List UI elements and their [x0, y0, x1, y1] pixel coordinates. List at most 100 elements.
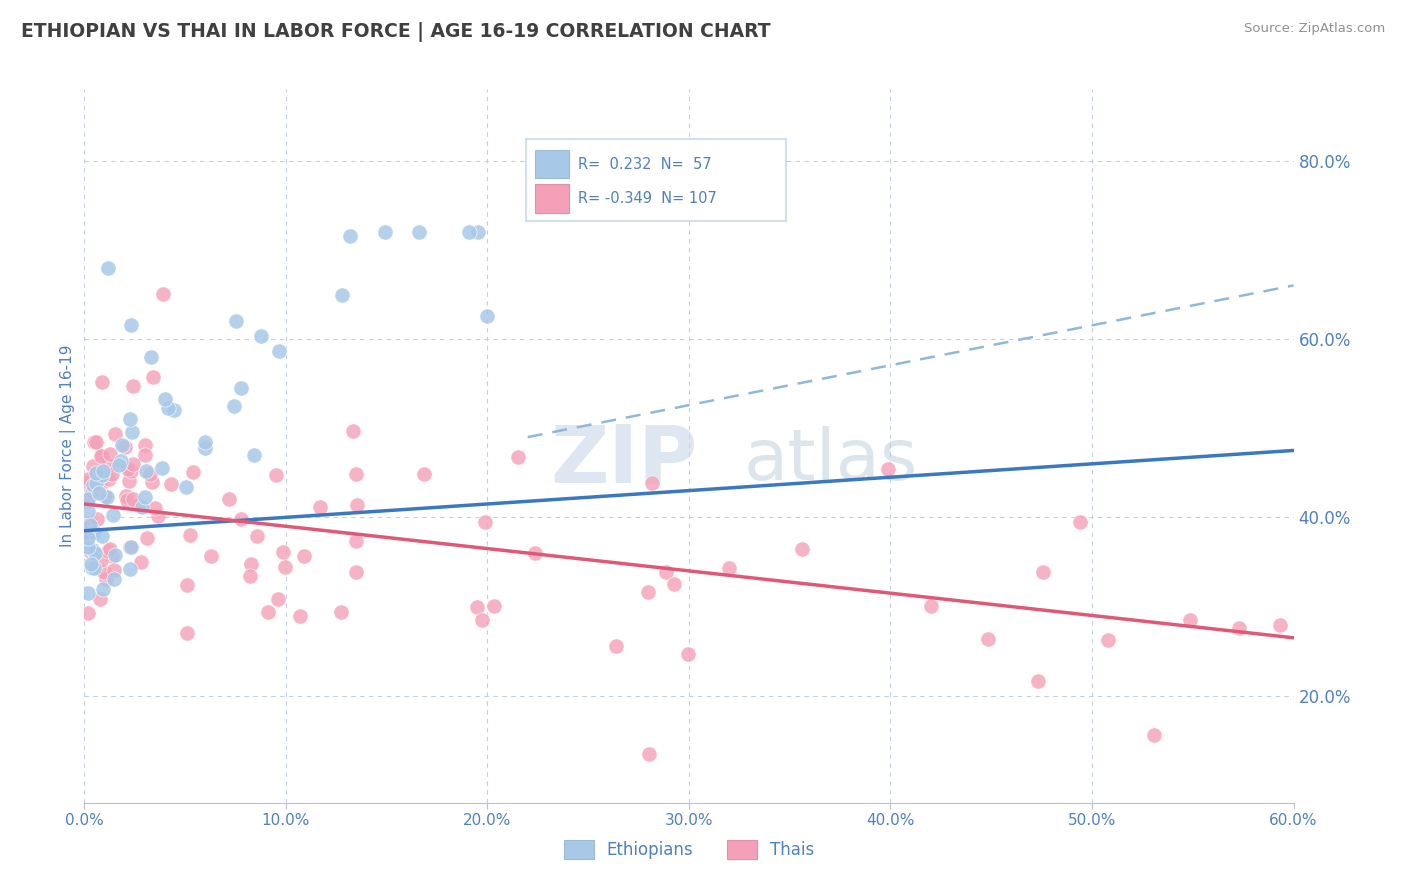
- Point: [90, 529, 112, 543]
- Legend: Ethiopians, Thais: Ethiopians, Thais: [557, 833, 821, 866]
- Text: atlas: atlas: [744, 425, 918, 495]
- Point: [86, 476, 108, 491]
- Point: [330, 287, 353, 301]
- Point: [77, 491, 100, 506]
- Point: [80, 557, 103, 571]
- Point: [292, 549, 315, 563]
- Point: [104, 426, 127, 441]
- Point: [120, 464, 142, 478]
- Point: [200, 549, 222, 563]
- Point: [120, 540, 142, 554]
- FancyBboxPatch shape: [536, 184, 569, 212]
- Point: [143, 501, 166, 516]
- Point: [121, 425, 143, 439]
- Point: [138, 467, 160, 482]
- Point: [1026, 674, 1049, 689]
- Point: [93, 566, 115, 580]
- Point: [267, 591, 290, 606]
- Point: [83, 525, 105, 540]
- Point: [77, 531, 100, 545]
- Point: [77, 525, 100, 540]
- Point: [458, 225, 481, 239]
- Point: [288, 608, 311, 623]
- Point: [344, 533, 367, 548]
- Text: ETHIOPIAN VS THAI IN LABOR FORCE | AGE 16-19 CORRELATION CHART: ETHIOPIAN VS THAI IN LABOR FORCE | AGE 1…: [21, 22, 770, 42]
- Point: [408, 225, 430, 239]
- Point: [477, 309, 499, 323]
- Text: Source: ZipAtlas.com: Source: ZipAtlas.com: [1244, 22, 1385, 36]
- Point: [82, 458, 104, 473]
- Point: [240, 557, 263, 571]
- Text: R=  0.232  N=  57: R= 0.232 N= 57: [578, 157, 711, 171]
- Point: [150, 461, 173, 475]
- Point: [877, 462, 900, 476]
- Point: [90, 469, 112, 483]
- Point: [77, 494, 100, 508]
- Point: [122, 379, 145, 393]
- Point: [82, 542, 104, 557]
- Point: [1143, 729, 1166, 743]
- Point: [1178, 613, 1201, 627]
- Point: [83, 561, 105, 575]
- Point: [98, 446, 121, 460]
- Point: [506, 450, 529, 465]
- Point: [274, 560, 297, 574]
- Point: [467, 225, 489, 239]
- Point: [139, 350, 162, 364]
- Point: [239, 569, 262, 583]
- Point: [121, 318, 143, 332]
- Point: [1268, 617, 1291, 632]
- Point: [339, 228, 361, 243]
- Point: [523, 546, 546, 560]
- Point: [246, 529, 269, 543]
- Point: [103, 563, 125, 577]
- Point: [146, 509, 169, 524]
- Point: [256, 606, 278, 620]
- Point: [790, 542, 813, 557]
- Point: [89, 478, 111, 492]
- Point: [654, 565, 676, 579]
- Point: [329, 605, 352, 619]
- Point: [97, 458, 120, 473]
- Point: [79, 543, 101, 558]
- Point: [114, 441, 136, 455]
- Y-axis label: In Labor Force | Age 16-19: In Labor Force | Age 16-19: [60, 344, 76, 548]
- Point: [183, 465, 205, 479]
- Point: [605, 639, 627, 653]
- Point: [90, 553, 112, 567]
- Point: [101, 467, 124, 481]
- Point: [96, 490, 118, 504]
- Point: [80, 560, 103, 574]
- Point: [346, 498, 368, 512]
- Point: [131, 500, 153, 515]
- Point: [79, 518, 101, 533]
- Point: [117, 462, 139, 476]
- Point: [93, 489, 115, 503]
- Point: [117, 475, 139, 489]
- Point: [98, 542, 121, 557]
- Point: [243, 448, 266, 462]
- Point: [82, 478, 104, 492]
- Point: [482, 599, 505, 614]
- Point: [374, 225, 396, 239]
- Point: [89, 486, 111, 500]
- Point: [134, 449, 156, 463]
- Point: [342, 425, 364, 439]
- Point: [309, 500, 332, 514]
- Point: [471, 613, 494, 627]
- FancyBboxPatch shape: [536, 150, 569, 178]
- Point: [77, 475, 100, 489]
- Point: [465, 599, 488, 614]
- Point: [662, 577, 685, 591]
- Point: [174, 480, 197, 494]
- Point: [271, 545, 294, 559]
- Point: [413, 467, 436, 482]
- Point: [129, 555, 152, 569]
- Point: [77, 504, 100, 518]
- Point: [84, 435, 107, 450]
- Point: [84, 467, 107, 481]
- Point: [474, 515, 496, 529]
- Point: [156, 401, 179, 416]
- Point: [250, 329, 273, 343]
- Point: [91, 464, 114, 478]
